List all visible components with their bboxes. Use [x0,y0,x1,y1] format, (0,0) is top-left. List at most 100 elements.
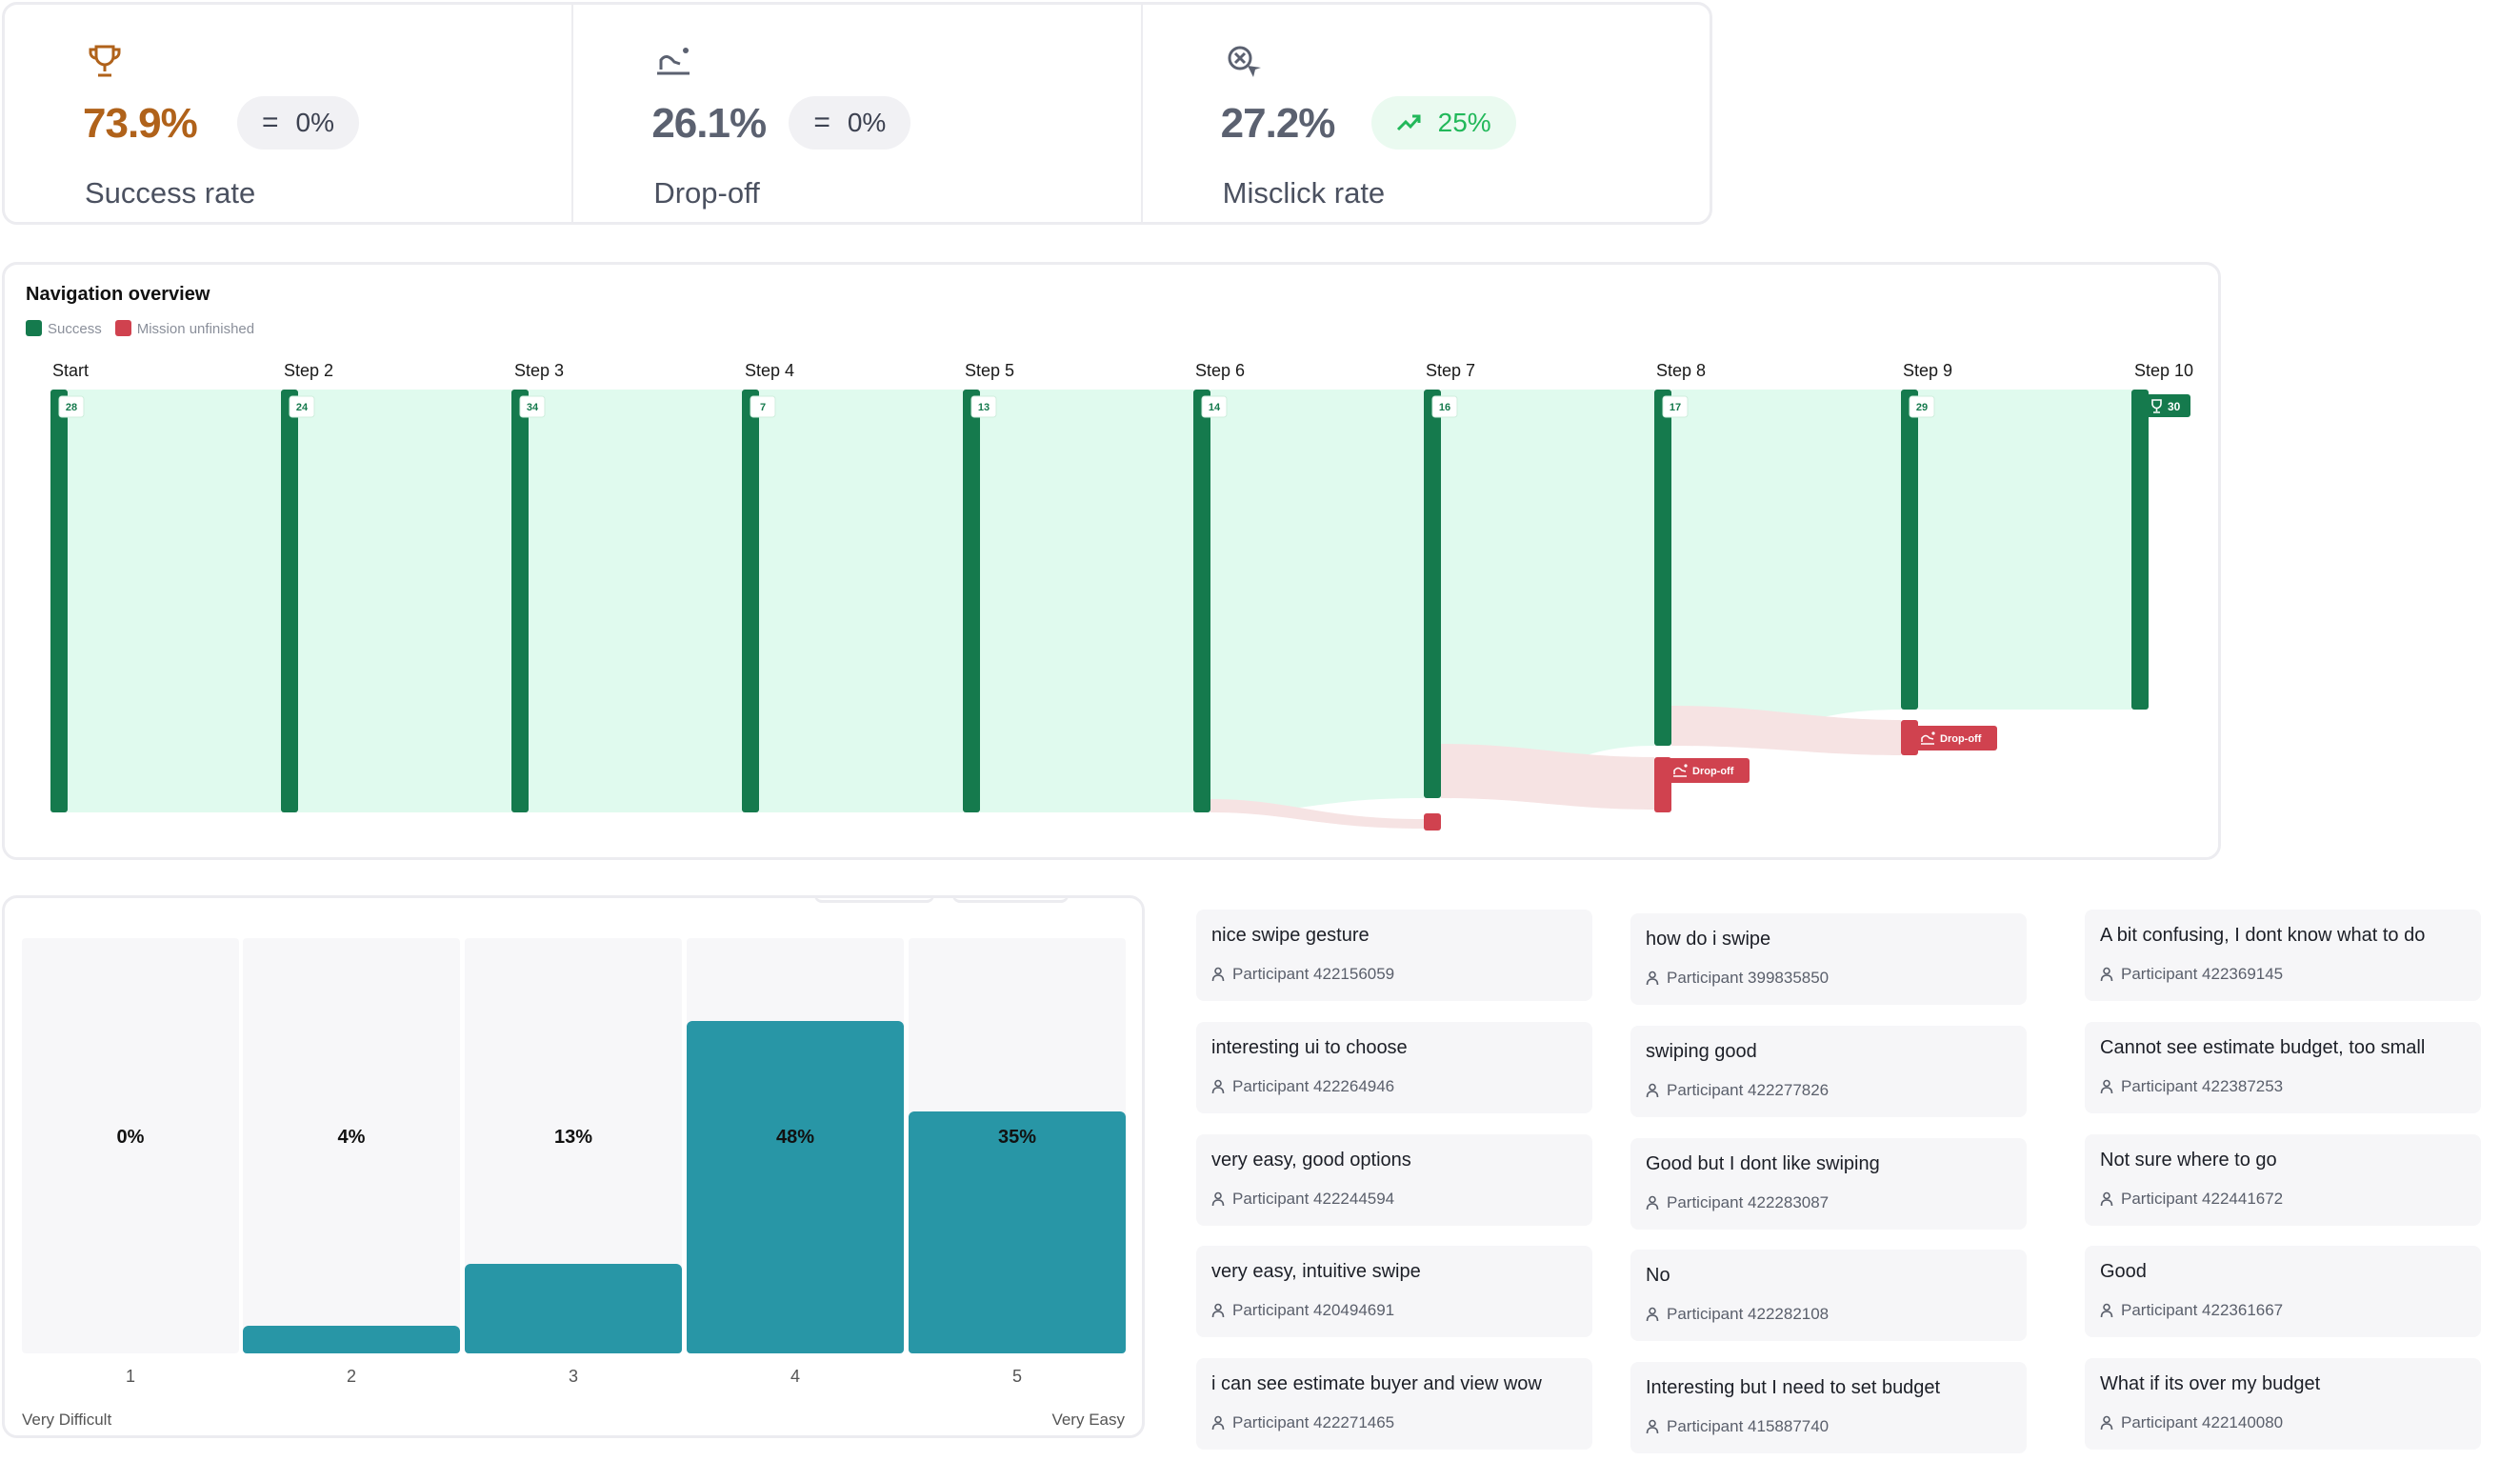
person-icon [2100,967,2113,982]
comment-participant: Participant 422264946 [1211,1077,1394,1096]
person-icon [2100,1415,2113,1431]
step-bar[interactable] [1424,390,1441,798]
comment-card[interactable]: Interesting but I need to set budget Part… [1630,1362,2027,1453]
equal-icon: = [262,107,279,138]
step-count-badge [1662,395,1689,418]
participant-id: Participant 422441672 [2121,1190,2284,1208]
navigation-title: Navigation overview [26,284,210,305]
participant-id: Participant 422282108 [1667,1305,1830,1323]
comment-text: very easy, good options [1211,1150,1411,1171]
step-label: Step 7 [1426,361,1475,380]
participant-id: Participant 422244594 [1232,1190,1395,1208]
drop-marker[interactable] [1424,813,1441,831]
step-count: 14 [1209,402,1221,413]
step-label: Step 5 [965,361,1014,380]
comment-card[interactable]: interesting ui to choose Participant 4222… [1196,1022,1592,1113]
rating-bar-percent: 0% [116,1127,145,1148]
comment-text: Cannot see estimate budget, too small [2100,1037,2426,1058]
drop-flow [1210,799,1424,829]
legend-mission-unfinished: Mission unfinished [114,320,254,337]
person-icon [1211,1415,1225,1431]
comment-card[interactable]: Good but I dont like swiping Participant … [1630,1138,2027,1230]
navigation-flow-chart: Start Step 2 Step 3 Step 4 Step 5 Step 6 Step … [50,361,2193,831]
metric-drop-off: 26.1% = 0% Drop-off [573,5,1143,222]
comment-participant: Participant 422271465 [1211,1413,1394,1432]
step-count: 16 [1439,402,1450,413]
rating-x-label: 5 [1011,1367,1022,1386]
person-icon [1646,1083,1659,1098]
step-bar[interactable] [742,390,759,812]
comment-card[interactable]: very easy, intuitive swipe Participant 42… [1196,1246,1592,1337]
comment-text: Good [2100,1261,2147,1282]
difficulty-rating-card: 0% 1 4% 2 13% 3 48% 4 35% 5 Very Difficult Very E… [2,895,1145,1438]
flow-band [1210,390,1424,812]
comment-card[interactable]: No Participant 422282108 [1630,1250,2027,1341]
tab-stub[interactable] [952,895,1069,903]
comment-participant: Participant 422277826 [1646,1081,1829,1100]
comment-card[interactable]: A bit confusing, I dont know what to do P… [2085,910,2481,1001]
rating-bar-column[interactable]: 0% [22,938,239,1353]
participant-id: Participant 399835850 [1667,969,1830,987]
rating-bar-column[interactable]: 35% [909,938,1126,1353]
rating-bar-percent: 35% [997,1127,1037,1148]
comment-card[interactable]: i can see estimate buyer and view wow Par… [1196,1358,1592,1450]
step-label: Step 9 [1903,361,1952,380]
comment-participant: Participant 422361667 [2100,1301,2283,1320]
step-bar[interactable] [1654,390,1671,746]
comment-card[interactable]: very easy, good options Participant 42224… [1196,1134,1592,1226]
participant-id: Participant 422387253 [2121,1077,2284,1095]
metrics-card: 73.9% = 0% Success rate 26.1% = 0% Drop-… [2,2,1712,225]
step-count: 7 [760,402,766,413]
step-bar[interactable] [281,390,298,812]
rating-bar [465,1264,682,1353]
comment-card[interactable]: nice swipe gesture Participant 422156059 [1196,910,1592,1001]
comment-text: A bit confusing, I dont know what to do [2100,925,2426,946]
step-bar[interactable] [1193,390,1210,812]
step-label: Step 4 [745,361,794,380]
comment-card[interactable]: Good Participant 422361667 [2085,1246,2481,1337]
rating-x-label: 4 [790,1367,800,1386]
step-count-badge [58,395,85,418]
step-count: 28 [66,402,77,413]
trend-up-icon [1396,114,1421,131]
comment-card[interactable]: how do i swipe Participant 399835850 [1630,913,2027,1005]
change-value: 0% [295,108,334,137]
comment-participant: Participant 422369145 [2100,965,2283,984]
rating-bar-column[interactable]: 13% [465,938,682,1353]
participant-id: Participant 422264946 [1232,1077,1395,1095]
comment-participant: Participant 422140080 [2100,1413,2283,1432]
step-label: Step 8 [1656,361,1706,380]
flow-band [68,390,281,812]
tab-stub[interactable] [814,895,934,903]
flow-band [1918,390,2131,710]
drop-off-icon [1921,734,1934,745]
metric-value: 26.1% [651,100,767,147]
step-count: 17 [1670,402,1681,413]
metric-misclick-rate: 27.2% 25% Misclick rate [1143,5,1710,222]
person-icon [1211,1079,1225,1094]
participant-id: Participant 422361667 [2121,1301,2284,1319]
comment-card[interactable]: Not sure where to go Participant 42244167… [2085,1134,2481,1226]
comment-card[interactable]: What if its over my budget Participant 42… [2085,1358,2481,1450]
step-bar[interactable] [50,390,68,812]
flow-band [759,390,963,812]
drop-flow [1441,744,1654,810]
comment-text: No [1646,1265,1670,1286]
drop-flow [1671,706,1901,755]
step-bar[interactable] [2131,390,2149,710]
step-bar[interactable] [511,390,529,812]
rating-bar-column[interactable]: 4% [243,938,460,1353]
step-bar[interactable] [1901,390,1918,710]
comment-card[interactable]: swiping good Participant 422277826 [1630,1026,2027,1117]
metric-value: 73.9% [83,100,198,147]
person-icon [1646,1307,1659,1322]
person-icon [2100,1191,2113,1207]
rating-bar-column[interactable]: 48% [687,938,904,1353]
step-bar[interactable] [963,390,980,812]
flow-band [298,390,511,812]
rating-x-label: 1 [125,1367,135,1386]
comment-card[interactable]: Cannot see estimate budget, too small Par… [2085,1022,2481,1113]
comment-text: Not sure where to go [2100,1150,2277,1171]
comment-participant: Participant 422282108 [1646,1305,1829,1324]
trophy-icon [2151,399,2162,413]
